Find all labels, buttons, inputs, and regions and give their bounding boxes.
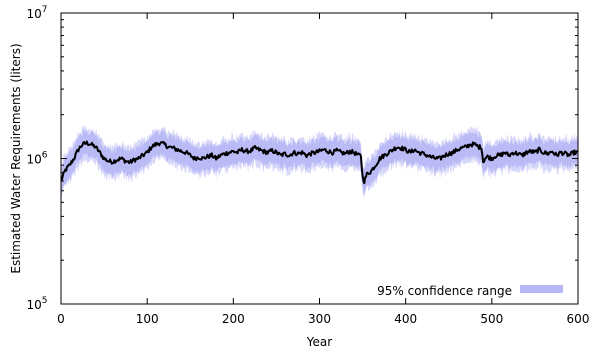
- y-tick-label: 107: [26, 5, 47, 21]
- x-tick-label: 100: [136, 312, 159, 326]
- x-tick-label: 0: [57, 312, 65, 326]
- y-axis: 105 106 107: [26, 5, 578, 312]
- legend-swatch: [520, 285, 563, 293]
- confidence-band: [61, 128, 578, 195]
- x-tick-label: 200: [222, 312, 245, 326]
- y-tick-label: 105: [26, 296, 47, 312]
- data-line-layer: [60, 140, 579, 185]
- x-tick-label: 300: [308, 312, 331, 326]
- y-tick-label: 106: [26, 151, 47, 167]
- x-tick-label: 600: [567, 312, 590, 326]
- legend-label: 95% confidence range: [377, 284, 512, 298]
- x-tick-label: 400: [394, 312, 417, 326]
- data-line: [60, 140, 579, 185]
- confidence-band-layer: [61, 123, 578, 199]
- x-axis-title: Year: [306, 335, 332, 349]
- x-tick-label: 500: [480, 312, 503, 326]
- x-axis: 0 100 200 300 400 500 600: [57, 13, 589, 326]
- y-axis-title: Estimated Water Requirements (liters): [9, 43, 23, 273]
- legend: 95% confidence range: [377, 284, 563, 298]
